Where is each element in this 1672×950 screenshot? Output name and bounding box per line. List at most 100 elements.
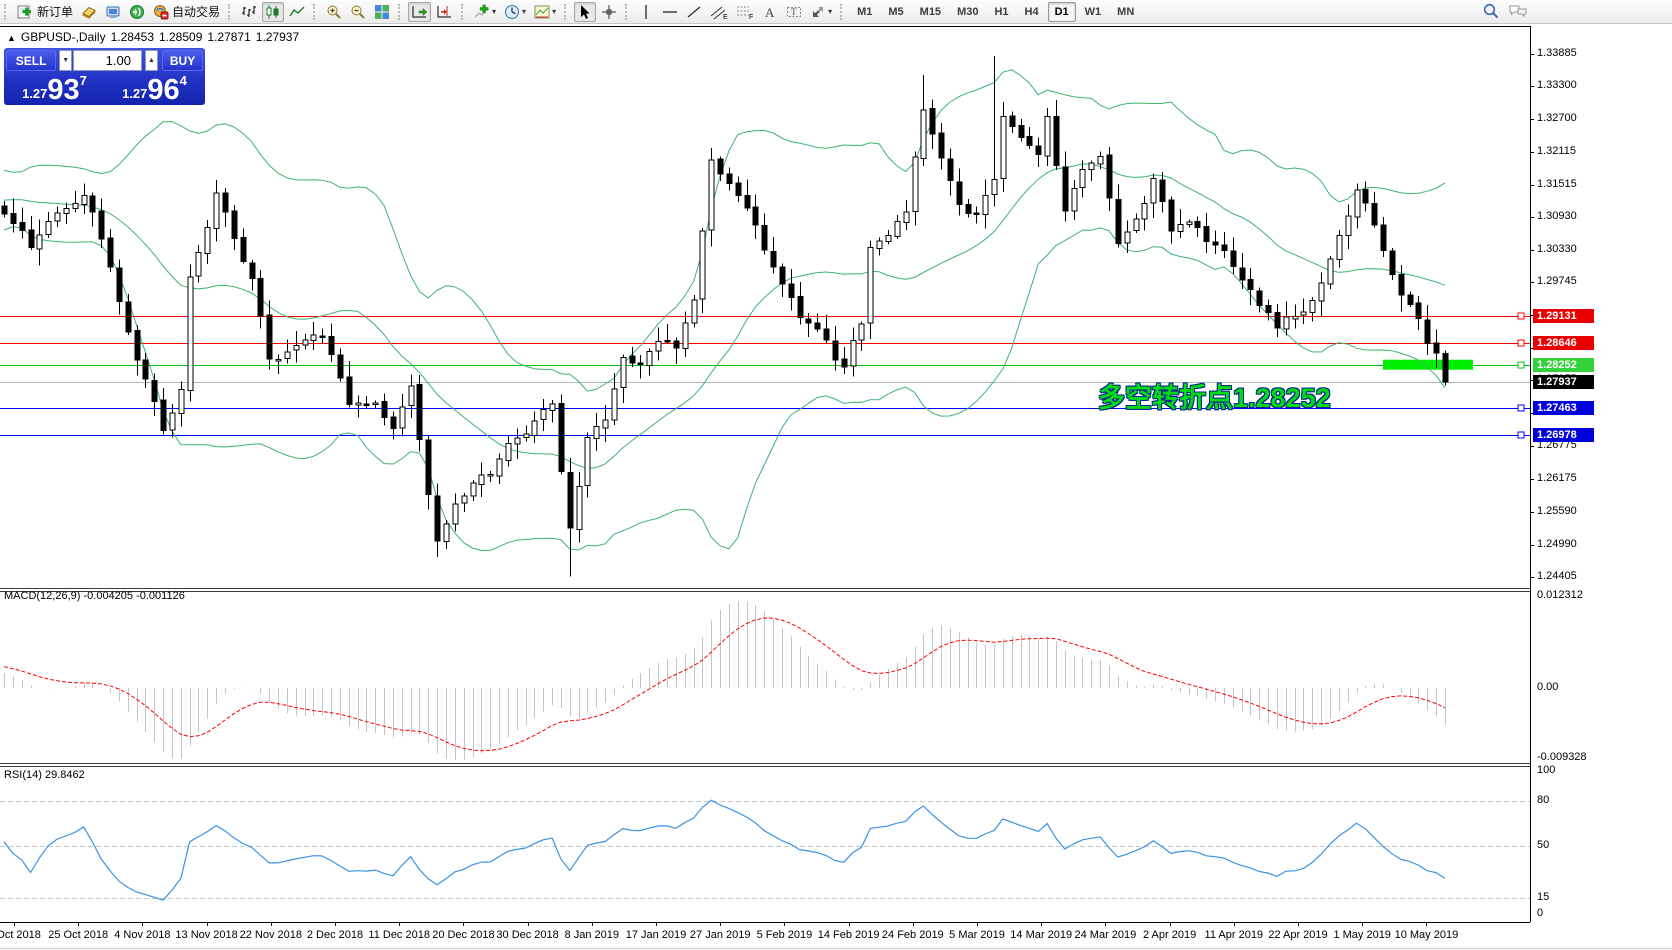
svg-text:F: F bbox=[749, 14, 753, 20]
auto-scroll-button[interactable] bbox=[408, 1, 432, 22]
timeframe-m5-button[interactable]: M5 bbox=[888, 5, 904, 18]
templates-icon bbox=[534, 4, 550, 20]
timeframe-w1-button[interactable]: W1 bbox=[1084, 5, 1102, 18]
date-tick-label: 11 Dec 2018 bbox=[368, 929, 430, 941]
chevron-down-icon[interactable]: ▾ bbox=[492, 7, 497, 16]
macd-axis-min: -0.009328 bbox=[1537, 750, 1587, 763]
toolbar-group-grip bbox=[461, 3, 468, 20]
arrows-icon bbox=[810, 4, 826, 20]
toolbar-group-grip bbox=[564, 3, 571, 20]
svg-text:A: A bbox=[765, 5, 775, 20]
text-label-button[interactable]: T bbox=[783, 2, 805, 22]
sell-price[interactable]: 1.27 93 7 bbox=[6, 72, 103, 105]
zoom-in-icon bbox=[326, 4, 342, 20]
price-tick-label: 1.29745 bbox=[1537, 275, 1577, 288]
timeframe-m1-button[interactable]: M1 bbox=[857, 5, 873, 18]
rsi-axis-label: 80 bbox=[1537, 793, 1550, 806]
buy-price-prefix: 1.27 bbox=[122, 86, 148, 101]
price-tick-label: 1.26775 bbox=[1537, 439, 1577, 452]
fibonacci-button[interactable]: F bbox=[733, 2, 757, 22]
bars-icon bbox=[241, 4, 257, 20]
trendline-button[interactable] bbox=[683, 2, 705, 22]
toolbar-group-grip bbox=[840, 3, 847, 20]
chevron-down-icon[interactable]: ▾ bbox=[552, 7, 557, 16]
search-button[interactable] bbox=[1479, 1, 1503, 21]
timeframe-d1-button[interactable]: D1 bbox=[1047, 1, 1076, 22]
cursor-icon bbox=[577, 4, 593, 20]
autotrading-button[interactable]: 自动交易 bbox=[150, 2, 223, 22]
new-order-button[interactable]: 新订单 bbox=[14, 2, 76, 22]
timeframe-h1-button[interactable]: H1 bbox=[994, 5, 1009, 18]
periods-button[interactable]: ▾ bbox=[501, 2, 529, 22]
candles-icon bbox=[265, 4, 281, 20]
date-tick-label: 17 Jan 2019 bbox=[625, 929, 687, 941]
macd-values: -0.004205 -0.001126 bbox=[83, 590, 185, 602]
vline-icon bbox=[638, 4, 654, 20]
journal-button[interactable] bbox=[78, 2, 100, 22]
price-level-badge: 1.27463 bbox=[1533, 401, 1594, 416]
annotation-text[interactable]: 多空转折点1.28252 bbox=[1098, 383, 1331, 413]
price-level-badge: 1.29131 bbox=[1533, 309, 1594, 324]
fibo-icon: F bbox=[736, 4, 754, 20]
rsi-value: 29.8462 bbox=[44, 769, 85, 781]
crosshair-button[interactable] bbox=[598, 2, 620, 22]
line-chart-button[interactable] bbox=[286, 2, 308, 22]
rsi-axis-label: 100 bbox=[1537, 764, 1556, 776]
price-tick-label: 1.30930 bbox=[1537, 209, 1577, 222]
hline-icon bbox=[662, 4, 678, 20]
date-tick-label: 11 Apr 2019 bbox=[1204, 929, 1264, 941]
chart-shift-button[interactable] bbox=[433, 2, 456, 22]
arrows-button[interactable]: ▾ bbox=[807, 2, 835, 22]
chevron-down-icon[interactable]: ▾ bbox=[828, 7, 833, 16]
one-click-trading-panel: SELL ▼ ▲ BUY 1.27 93 7 1.27 96 4 bbox=[4, 48, 205, 105]
price-tick-label: 1.24990 bbox=[1537, 537, 1577, 550]
zoom-out-button[interactable] bbox=[347, 2, 369, 22]
date-tick-label: 8 Jan 2019 bbox=[564, 929, 620, 941]
label-icon: T bbox=[786, 4, 802, 20]
tile-windows-button[interactable] bbox=[371, 2, 393, 22]
date-tick-label: 14 Mar 2019 bbox=[1010, 929, 1073, 941]
date-tick-label: 1 May 2019 bbox=[1333, 929, 1391, 941]
bar-chart-button[interactable] bbox=[238, 2, 260, 22]
collapse-panel-triangle[interactable]: ▲ bbox=[7, 33, 16, 43]
date-tick-label: 24 Feb 2019 bbox=[881, 929, 944, 941]
timeframe-mn-button[interactable]: MN bbox=[1117, 5, 1135, 18]
zoom-in-button[interactable] bbox=[323, 2, 345, 22]
date-tick-label: 2 Dec 2018 bbox=[306, 929, 364, 941]
buy-price[interactable]: 1.27 96 4 bbox=[106, 72, 203, 105]
sell-button[interactable]: SELL bbox=[6, 50, 57, 71]
chart-plot[interactable] bbox=[0, 24, 1672, 950]
indicators-button[interactable]: ▾ bbox=[471, 2, 499, 22]
candlestick-chart-button[interactable] bbox=[262, 1, 285, 22]
date-tick-label: 10 May 2019 bbox=[1394, 929, 1459, 941]
equidistant-channel-button[interactable]: E bbox=[707, 2, 731, 22]
timeframe-m30-button[interactable]: M30 bbox=[957, 5, 979, 18]
autotrade-icon bbox=[153, 4, 169, 20]
volume-decrease-button[interactable]: ▼ bbox=[59, 50, 73, 71]
search-icon bbox=[1482, 2, 1500, 20]
vertical-line-button[interactable] bbox=[635, 2, 657, 22]
chevron-down-icon[interactable]: ▾ bbox=[522, 7, 527, 16]
cursor-button[interactable] bbox=[574, 1, 597, 22]
volume-input[interactable] bbox=[74, 51, 141, 70]
chat-button[interactable] bbox=[1505, 1, 1531, 21]
date-tick-label: 22 Apr 2019 bbox=[1268, 929, 1328, 941]
date-tick-label: 4 Nov 2018 bbox=[114, 929, 171, 941]
metaeditor-button[interactable] bbox=[102, 2, 124, 22]
horizontal-line-button[interactable] bbox=[659, 2, 681, 22]
buy-price-sup: 4 bbox=[179, 73, 187, 88]
svg-text:E: E bbox=[723, 14, 728, 20]
signals-button[interactable] bbox=[126, 2, 148, 22]
toolbar-group-grip bbox=[398, 3, 405, 20]
price-tick-label: 1.32115 bbox=[1537, 144, 1576, 157]
timeframe-h4-button[interactable]: H4 bbox=[1024, 5, 1039, 18]
date-tick-label: 27 Jan 2019 bbox=[689, 929, 751, 941]
templates-button[interactable]: ▾ bbox=[531, 2, 559, 22]
text-button[interactable]: A bbox=[759, 2, 781, 22]
ledger-icon bbox=[81, 4, 97, 20]
buy-button[interactable]: BUY bbox=[162, 50, 203, 71]
volume-increase-button[interactable]: ▲ bbox=[144, 50, 159, 71]
volume-box bbox=[73, 50, 142, 71]
timeframe-m15-button[interactable]: M15 bbox=[919, 5, 942, 18]
rsi-label: RSI(14) 29.8462 bbox=[4, 769, 85, 781]
